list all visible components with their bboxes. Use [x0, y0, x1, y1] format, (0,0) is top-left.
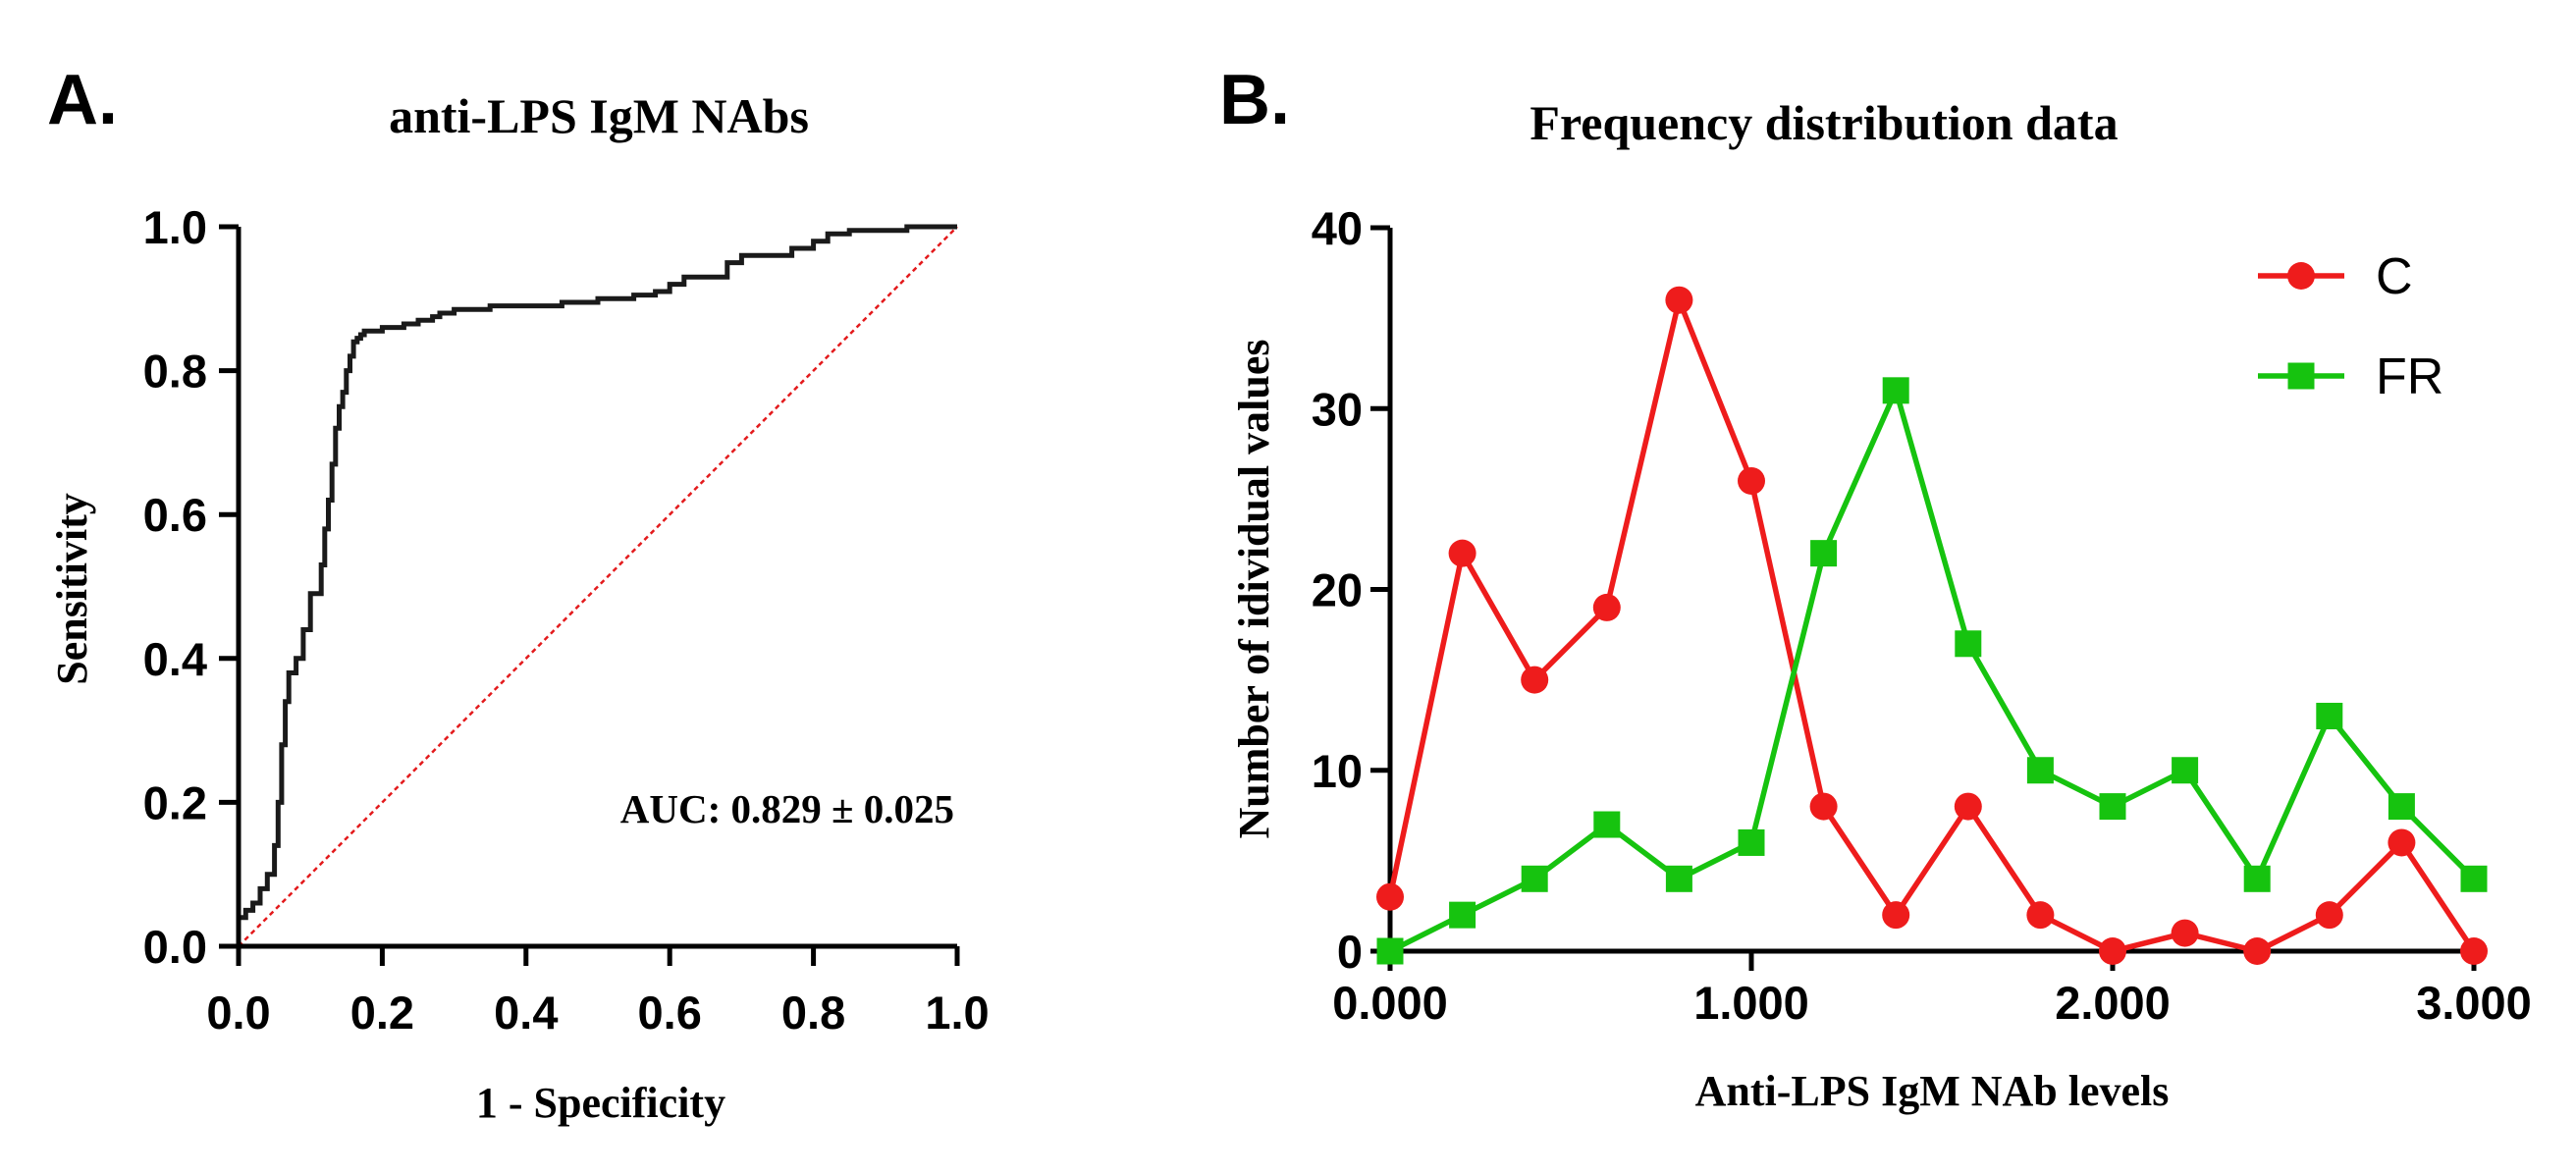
panel-a-x-axis-label: 1 - Specificity — [476, 1079, 725, 1127]
panel-b-x-tick-label: 3.000 — [2416, 977, 2532, 1029]
series-c-point — [1882, 901, 1910, 930]
series-c-line — [1387, 296, 2477, 954]
series-fr-point — [2026, 757, 2054, 784]
panel-a-y-tick-label: 0.4 — [143, 633, 207, 685]
panel-a-x-tick-label: 0.0 — [206, 986, 270, 1039]
series-c-point — [2315, 901, 2343, 930]
reference-diagonal-line — [238, 226, 958, 947]
series-fr-point — [1593, 811, 1621, 838]
legend-c-label: C — [2376, 248, 2413, 305]
series-c-point — [1954, 792, 1982, 821]
series-fr-line — [1388, 388, 2476, 954]
auc-annotation: AUC: 0.829 ± 0.025 — [620, 786, 954, 831]
series-c-point — [2243, 937, 2272, 965]
panel-b-axes: 0 10 20 30 40 0.000 1.000 2.000 3.000 — [1312, 202, 2532, 1029]
series-c-point — [2460, 937, 2488, 965]
panel-b-y-tick-label: 40 — [1312, 202, 1363, 254]
panel-b-y-tick-label: 20 — [1312, 564, 1363, 616]
panel-a-y-tick-label: 0.6 — [143, 489, 207, 541]
panel-b-y-axis-label: Number of idividual values — [1230, 340, 1278, 839]
panel-b-frequency-chart: B. Frequency distribution data Anti-LPS … — [1219, 61, 2532, 1115]
panel-a-x-tick-label: 0.8 — [781, 986, 845, 1039]
legend-fr-marker — [2287, 362, 2315, 390]
series-c — [1376, 286, 2488, 965]
legend-c-marker — [2287, 262, 2315, 290]
series-c-point — [1376, 882, 1404, 911]
series-c-point — [2171, 919, 2199, 947]
panel-b-series-layer — [1376, 286, 2488, 965]
roc-curve — [236, 224, 957, 946]
panel-b-y-tick-label: 10 — [1312, 745, 1363, 797]
panel-b-y-tick-label: 30 — [1312, 383, 1363, 435]
panel-a-y-axis-label: Sensitivity — [48, 493, 96, 685]
series-fr-point — [1376, 937, 1404, 965]
series-fr-point — [1738, 828, 1765, 856]
panel-a-x-tick-label: 1.0 — [925, 986, 989, 1039]
series-fr-point — [1810, 540, 1838, 567]
series-c-point — [1809, 792, 1838, 821]
panel-a-y-tick-label: 0.8 — [143, 346, 207, 398]
series-fr-point — [1449, 901, 1476, 929]
series-c-point — [1521, 666, 1549, 694]
panel-b-x-tick-label: 1.000 — [1693, 977, 1809, 1029]
legend-fr-label: FR — [2376, 348, 2443, 405]
panel-a-reference-layer — [238, 226, 958, 947]
series-c-point — [1665, 286, 1693, 314]
panel-a-roc-layer — [236, 224, 957, 946]
series-c-point — [1448, 539, 1476, 567]
series-c-point — [2026, 901, 2055, 930]
series-c-point — [2099, 937, 2126, 965]
panel-a-title: anti-LPS IgM NAbs — [389, 88, 809, 143]
panel-a-y-tick-label: 0.0 — [143, 921, 207, 973]
panel-b-title: Frequency distribution data — [1530, 95, 2118, 150]
panel-a-x-tick-label: 0.6 — [638, 986, 702, 1039]
panel-a-x-tick-label: 0.2 — [350, 986, 414, 1039]
panel-a-roc-chart: A. anti-LPS IgM NAbs 1 - Specificity Sen… — [47, 61, 990, 1127]
panel-b-x-tick-label: 2.000 — [2055, 977, 2171, 1029]
series-fr-point — [1665, 865, 1692, 892]
series-fr-point — [2388, 793, 2415, 821]
panel-a-y-tick-label: 0.2 — [143, 776, 207, 828]
panel-a-x-tick-label: 0.4 — [494, 986, 558, 1039]
series-fr-point — [1521, 865, 1548, 892]
panel-a-axes: 0.0 0.2 0.4 0.6 0.8 1.0 0.0 0.2 0.4 0.6 0.8 1.0 — [143, 201, 990, 1039]
series-fr-point — [1882, 377, 1909, 404]
panel-a-letter: A. — [47, 61, 118, 139]
panel-b-legend: C FR — [2258, 248, 2443, 405]
series-fr-point — [2316, 702, 2343, 729]
series-fr — [1376, 377, 2488, 965]
panel-b-x-axis-label: Anti-LPS IgM NAb levels — [1695, 1067, 2170, 1115]
series-c-point — [2388, 828, 2416, 857]
series-fr-point — [2460, 865, 2488, 892]
series-fr-point — [2172, 757, 2199, 784]
series-c-point — [1738, 466, 1765, 495]
panel-a-y-tick-label: 1.0 — [143, 201, 207, 253]
series-c-point — [1592, 593, 1621, 621]
panel-b-x-tick-label: 0.000 — [1332, 977, 1448, 1029]
series-fr-point — [1955, 630, 1982, 658]
series-fr-point — [2099, 793, 2126, 821]
panel-b-letter: B. — [1219, 61, 1290, 139]
series-fr-point — [2243, 865, 2271, 892]
panel-b-y-tick-label: 0 — [1337, 926, 1363, 978]
